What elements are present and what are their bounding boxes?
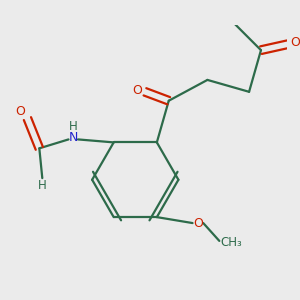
Text: O: O [15, 105, 25, 118]
Text: CH₃: CH₃ [220, 236, 242, 249]
Text: H: H [38, 179, 47, 192]
Text: N: N [69, 131, 78, 144]
Text: H: H [69, 119, 78, 133]
Text: O: O [290, 36, 300, 49]
Text: O: O [193, 217, 203, 230]
Text: O: O [133, 84, 142, 97]
